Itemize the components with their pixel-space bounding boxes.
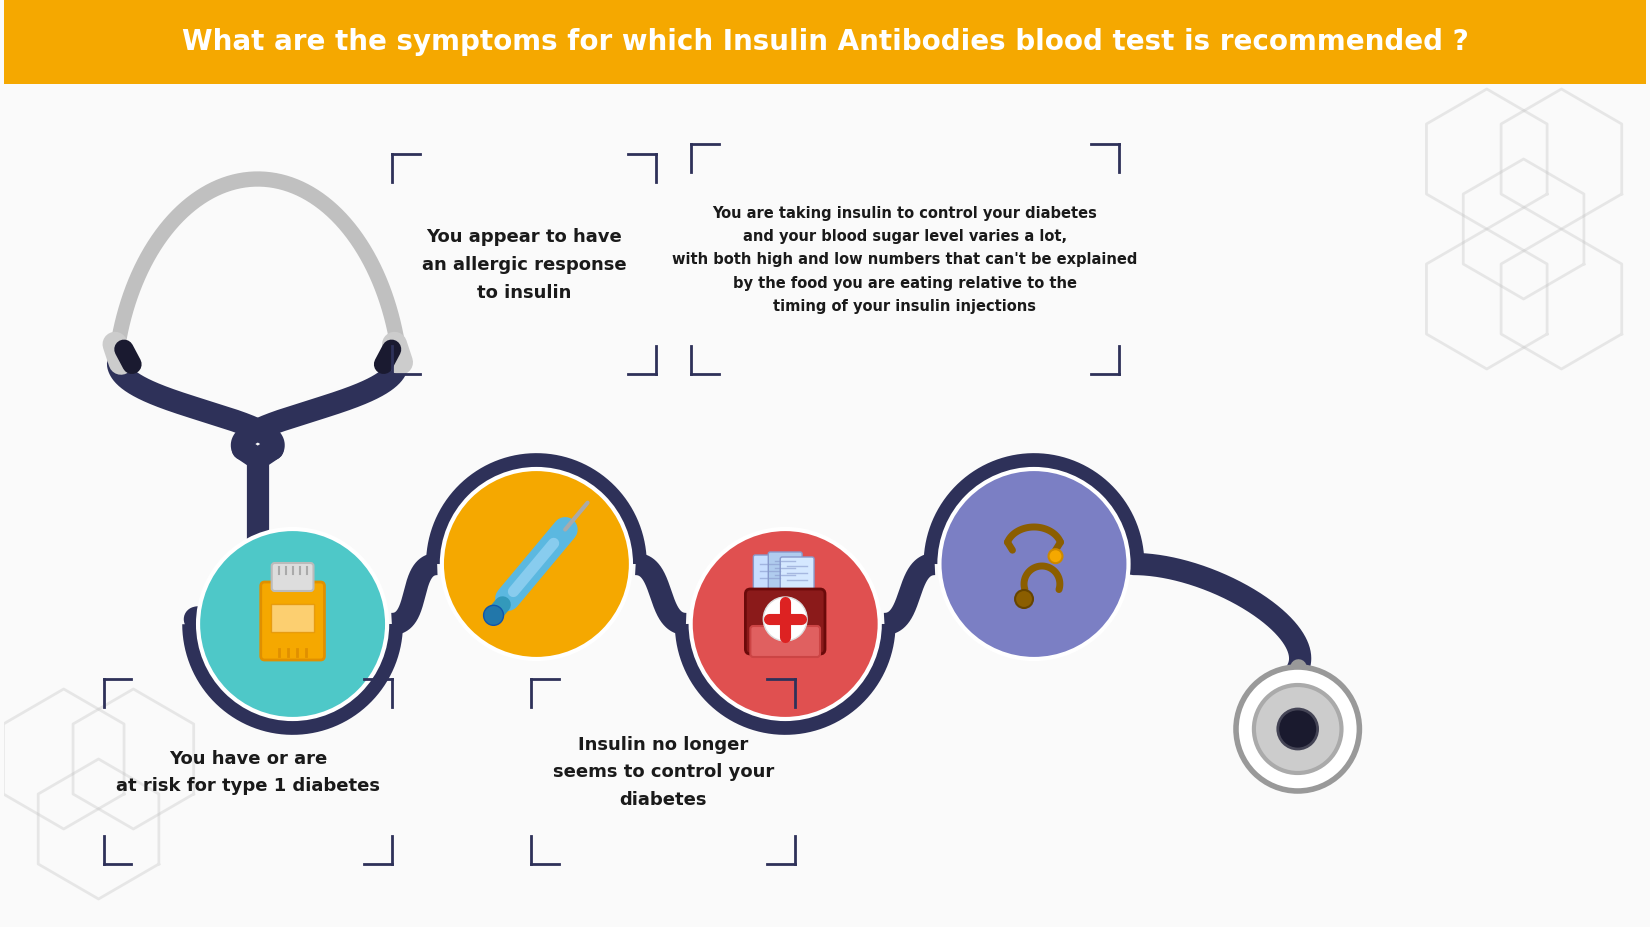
Circle shape bbox=[764, 597, 807, 641]
Circle shape bbox=[1048, 550, 1063, 564]
FancyBboxPatch shape bbox=[3, 0, 1647, 85]
Circle shape bbox=[1277, 709, 1318, 749]
FancyBboxPatch shape bbox=[271, 604, 315, 632]
FancyBboxPatch shape bbox=[780, 557, 813, 596]
FancyBboxPatch shape bbox=[272, 564, 314, 591]
FancyBboxPatch shape bbox=[261, 582, 325, 660]
Circle shape bbox=[198, 529, 388, 719]
Circle shape bbox=[1236, 667, 1360, 791]
Text: What are the symptoms for which Insulin Antibodies blood test is recommended ?: What are the symptoms for which Insulin … bbox=[182, 29, 1468, 57]
Text: Insulin no longer
seems to control your
diabetes: Insulin no longer seems to control your … bbox=[553, 735, 774, 808]
Circle shape bbox=[483, 605, 503, 626]
Circle shape bbox=[691, 529, 879, 719]
Text: You appear to have
an allergic response
to insulin: You appear to have an allergic response … bbox=[422, 228, 627, 301]
FancyBboxPatch shape bbox=[751, 627, 820, 657]
FancyBboxPatch shape bbox=[769, 552, 802, 591]
Circle shape bbox=[1254, 685, 1341, 773]
Circle shape bbox=[1015, 590, 1033, 608]
Text: You are taking insulin to control your diabetes
and your blood sugar level varie: You are taking insulin to control your d… bbox=[672, 206, 1137, 314]
FancyBboxPatch shape bbox=[754, 555, 787, 594]
FancyBboxPatch shape bbox=[746, 590, 825, 654]
Text: You have or are
at risk for type 1 diabetes: You have or are at risk for type 1 diabe… bbox=[116, 749, 380, 794]
Circle shape bbox=[442, 469, 630, 659]
Circle shape bbox=[939, 469, 1129, 659]
